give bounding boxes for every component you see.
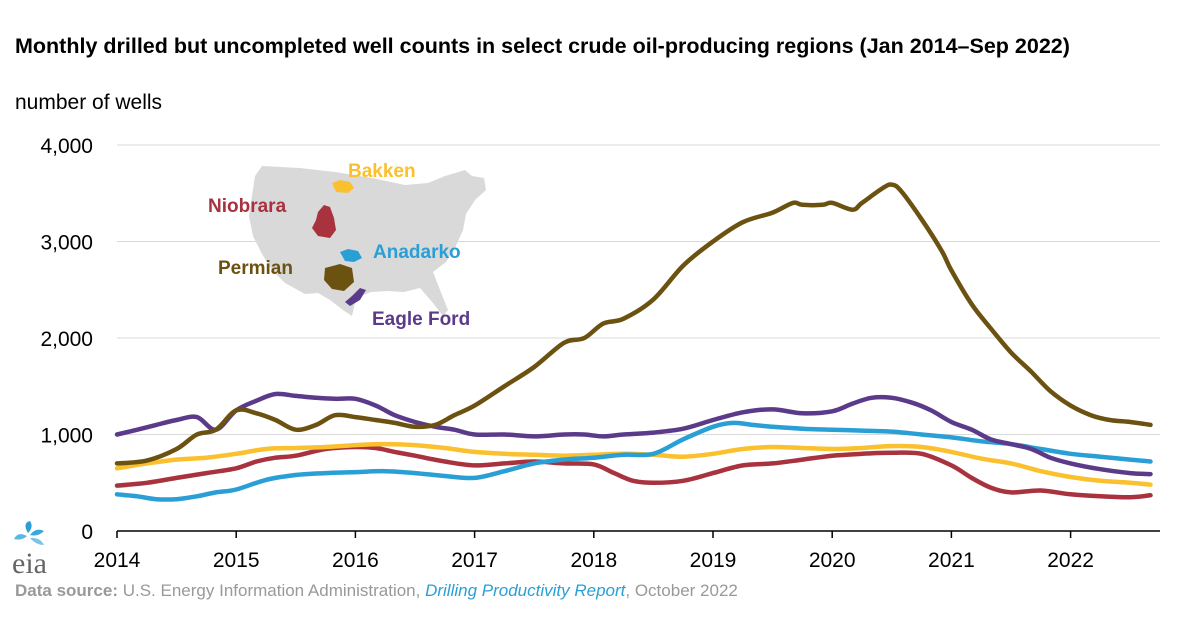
eia-logo: eia [10, 521, 58, 580]
inset-map [249, 166, 486, 316]
x-tick-label: 2015 [213, 549, 260, 572]
series-line-permian [114, 182, 1153, 466]
y-tick-label: 1,000 [40, 425, 93, 448]
x-tick-label: 2022 [1047, 549, 1094, 572]
x-tick-label: 2018 [570, 549, 617, 572]
y-tick-label: 0 [81, 521, 93, 544]
x-tick-label: 2016 [332, 549, 379, 572]
chart-title: Monthly drilled but uncompleted well cou… [15, 34, 1070, 58]
y-axis-tick-labels: 0 1,000 2,000 3,000 4,000 [40, 135, 93, 544]
map-region-permian [324, 264, 354, 291]
x-tick-label: 2020 [809, 549, 856, 572]
map-region-niobrara [312, 205, 336, 238]
x-tick-label: 2021 [928, 549, 975, 572]
svg-text:eia: eia [12, 547, 47, 577]
y-tick-label: 4,000 [40, 135, 93, 158]
map-label-bakken: Bakken [348, 161, 416, 182]
eia-logo-icon: eia [12, 521, 47, 580]
map-label-anadarko: Anadarko [373, 242, 461, 263]
y-tick-label: 3,000 [40, 232, 93, 255]
source-date: , October 2022 [625, 581, 738, 600]
series-line-anadarko [114, 420, 1153, 502]
data-source-note: Data source: U.S. Energy Information Adm… [15, 581, 738, 601]
map-label-eagle-ford: Eagle Ford [372, 309, 470, 330]
x-tick-label: 2019 [690, 549, 737, 572]
y-tick-label: 2,000 [40, 328, 93, 351]
map-region-anadarko [340, 249, 362, 262]
y-axis-unit-label: number of wells [15, 91, 163, 114]
map-label-niobrara: Niobrara [208, 196, 287, 217]
x-tick-label: 2017 [451, 549, 498, 572]
series-lines [114, 182, 1153, 502]
inset-map-labels: Bakken Niobrara Anadarko Permian Eagle Ford [208, 161, 470, 330]
us-map-shape [249, 166, 486, 316]
map-region-eagle-ford [345, 288, 366, 306]
source-label: Data source: [15, 581, 118, 600]
x-tick-label: 2014 [94, 549, 141, 572]
x-axis: 2014 2015 2016 2017 2018 2019 2020 2021 2022 [94, 530, 1160, 572]
series-line-eagle-ford [114, 391, 1153, 477]
series-line-niobrara [114, 444, 1153, 500]
map-region-bakken [332, 180, 354, 193]
source-agency: U.S. Energy Information Administration, [122, 581, 421, 600]
source-report-link[interactable]: Drilling Productivity Report [425, 581, 626, 600]
map-label-permian: Permian [218, 258, 293, 279]
